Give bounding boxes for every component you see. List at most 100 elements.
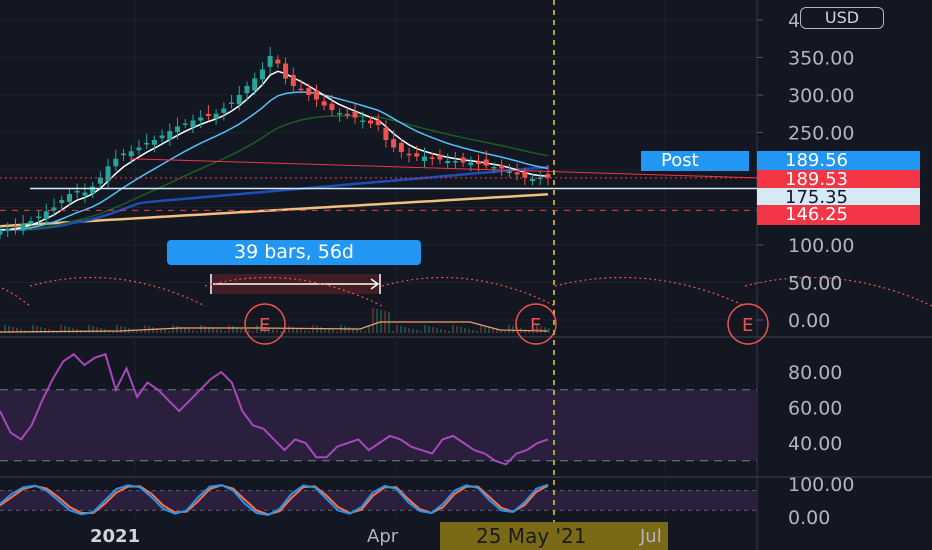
volume-bar	[156, 328, 158, 333]
rsi-tick-label: 80.00	[788, 362, 842, 384]
candle-body	[167, 131, 173, 140]
volume-bar	[540, 326, 542, 333]
candle-body	[205, 113, 211, 116]
volume-bar	[244, 329, 246, 333]
volume-bar	[124, 327, 126, 333]
candle-body	[136, 147, 142, 151]
volume-bar	[300, 329, 302, 333]
candle-body	[452, 161, 458, 163]
volume-bar	[276, 330, 278, 333]
volume-bar	[504, 331, 506, 333]
candle-body	[213, 113, 219, 119]
volume-bar	[392, 331, 394, 333]
indicator-panes	[0, 353, 757, 517]
trendline	[129, 158, 758, 179]
volume-bar	[324, 328, 326, 333]
candle-body	[476, 161, 482, 164]
candle-body	[460, 157, 466, 163]
volume-bar	[468, 329, 470, 333]
volume-bar	[132, 329, 134, 333]
volume-bar	[332, 330, 334, 333]
volume-bar	[308, 331, 310, 333]
volume-bar	[200, 325, 202, 333]
candle-body	[74, 191, 80, 193]
candle-body	[429, 157, 435, 159]
volume-bar	[508, 325, 510, 333]
volume-bar	[548, 328, 550, 333]
volume-bar	[192, 330, 194, 333]
volume-bar	[344, 326, 346, 333]
candle-body	[283, 63, 289, 79]
stoch-k-line	[0, 483, 549, 517]
volume-bar	[236, 327, 238, 333]
volume-bar	[152, 327, 154, 333]
candle-body	[221, 108, 227, 113]
volume-bar	[216, 329, 218, 333]
stoch-band	[0, 490, 757, 511]
volume-bar	[512, 326, 514, 333]
candle-body	[468, 162, 474, 166]
price-badge-value: 146.25	[757, 205, 920, 225]
candle-body	[499, 165, 505, 169]
volume-bar	[32, 325, 34, 333]
volume-bar	[240, 328, 242, 333]
volume-bar	[544, 327, 546, 333]
volume-bar	[144, 325, 146, 333]
earnings-event-label: E	[530, 315, 541, 336]
sma-long-line	[0, 165, 549, 232]
earnings-event-label: E	[259, 315, 270, 336]
volume-bar	[112, 331, 114, 333]
volume-bar	[424, 325, 426, 333]
candle-body	[545, 173, 551, 178]
volume-bar	[416, 330, 418, 333]
volume-bar	[316, 326, 318, 333]
price-tick-label: 100.00	[788, 235, 854, 257]
volume-bar	[208, 327, 210, 333]
x-tick-label: Jul	[640, 526, 662, 547]
volume-bar	[432, 327, 434, 333]
volume-bar	[464, 328, 466, 333]
volume-bar	[204, 326, 206, 333]
volume-bar	[184, 328, 186, 333]
volume-bar	[4, 325, 6, 333]
candle-body	[313, 90, 319, 100]
candle-body	[0, 230, 3, 235]
rsi-tick-label: 60.00	[788, 398, 842, 420]
volume-bar	[44, 328, 46, 333]
volume-bar	[352, 328, 354, 333]
volume-bar	[400, 326, 402, 333]
earnings-arc	[0, 286, 31, 307]
candle-body	[406, 153, 412, 156]
candle-body	[329, 103, 335, 110]
x-tick-label: 2021	[90, 526, 141, 547]
candle-body	[445, 161, 451, 164]
volume-bar	[188, 329, 190, 333]
candle-body	[244, 86, 250, 94]
volume-bar	[248, 330, 250, 333]
candle-body	[43, 211, 49, 220]
currency-button[interactable]: USD	[800, 7, 884, 29]
volume-bar	[116, 325, 118, 333]
candle-body	[391, 139, 397, 148]
volume-bar	[444, 330, 446, 333]
price-badge-value: 189.56	[757, 151, 920, 171]
candle-body	[383, 127, 389, 140]
candle-body	[190, 120, 196, 128]
volume-bar	[96, 327, 98, 333]
sma-longest-line	[0, 193, 549, 228]
volume-bar	[460, 327, 462, 333]
candle-body	[252, 78, 258, 91]
candle-body	[144, 143, 150, 145]
volume-bar	[60, 325, 62, 333]
volume-bar	[220, 330, 222, 333]
price-badge-value: 189.53	[757, 170, 920, 190]
candle-body	[113, 158, 119, 167]
volume-bar	[440, 329, 442, 333]
volume-bar	[168, 331, 170, 333]
volume-bar	[500, 330, 502, 333]
volume-bar	[496, 329, 498, 333]
volume-bar	[100, 328, 102, 333]
volume-bar	[452, 325, 454, 333]
candle-body	[105, 166, 111, 182]
